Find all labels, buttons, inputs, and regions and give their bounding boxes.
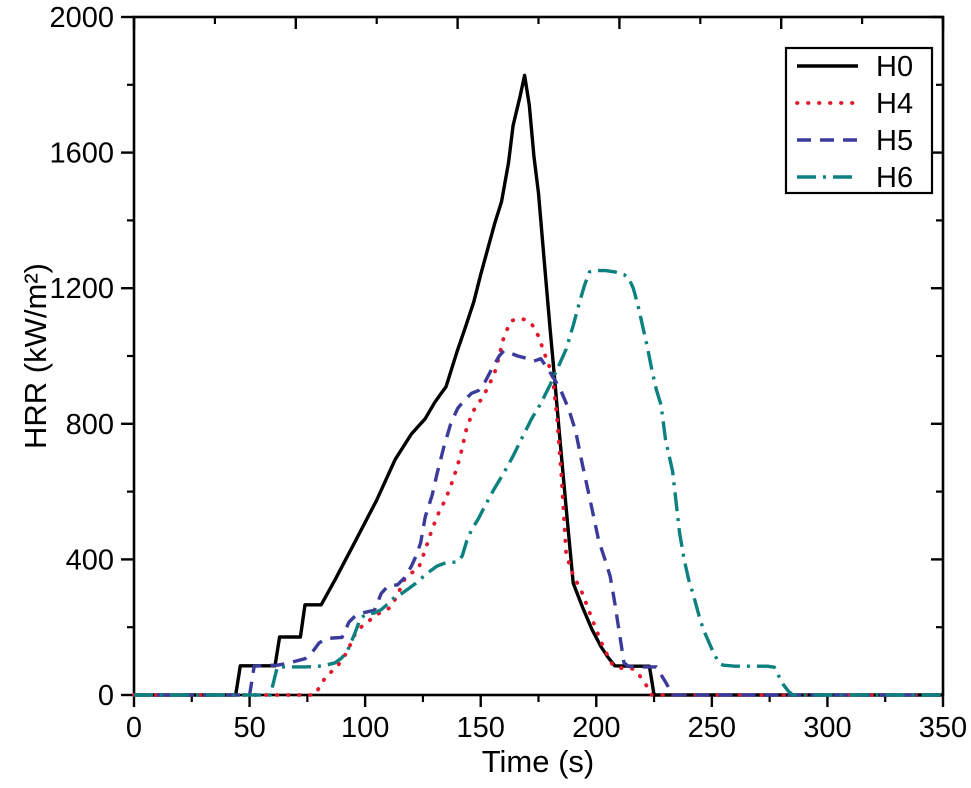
series-H4 bbox=[132, 316, 945, 697]
legend-box bbox=[784, 46, 934, 195]
x-tick-label: 150 bbox=[457, 712, 505, 744]
legend-label-H0: H0 bbox=[876, 51, 913, 83]
y-tick-label: 0 bbox=[98, 680, 114, 712]
series-H5 bbox=[134, 349, 943, 697]
x-tick-label: 350 bbox=[919, 712, 967, 744]
legend-label-H4: H4 bbox=[876, 88, 913, 120]
y-tick-label: 1200 bbox=[49, 273, 114, 305]
x-tick-label: 200 bbox=[572, 712, 620, 744]
x-tick-label: 300 bbox=[803, 712, 851, 744]
y-tick-label: 400 bbox=[66, 544, 114, 576]
y-tick-label: 800 bbox=[66, 409, 114, 441]
series-H6 bbox=[134, 268, 943, 697]
legend-label-H6: H6 bbox=[876, 162, 913, 194]
series-H0 bbox=[134, 73, 943, 697]
legend-label-H5: H5 bbox=[876, 125, 913, 157]
y-axis-title: HRR (kW/m²) bbox=[18, 263, 53, 449]
x-tick-label: 250 bbox=[688, 712, 736, 744]
x-tick-label: 100 bbox=[341, 712, 389, 744]
x-tick-label: 0 bbox=[126, 712, 142, 744]
y-tick-label: 1600 bbox=[49, 138, 114, 170]
x-axis-title: Time (s) bbox=[481, 744, 595, 779]
y-tick-label: 2000 bbox=[49, 2, 114, 34]
x-tick-label: 50 bbox=[233, 712, 265, 744]
